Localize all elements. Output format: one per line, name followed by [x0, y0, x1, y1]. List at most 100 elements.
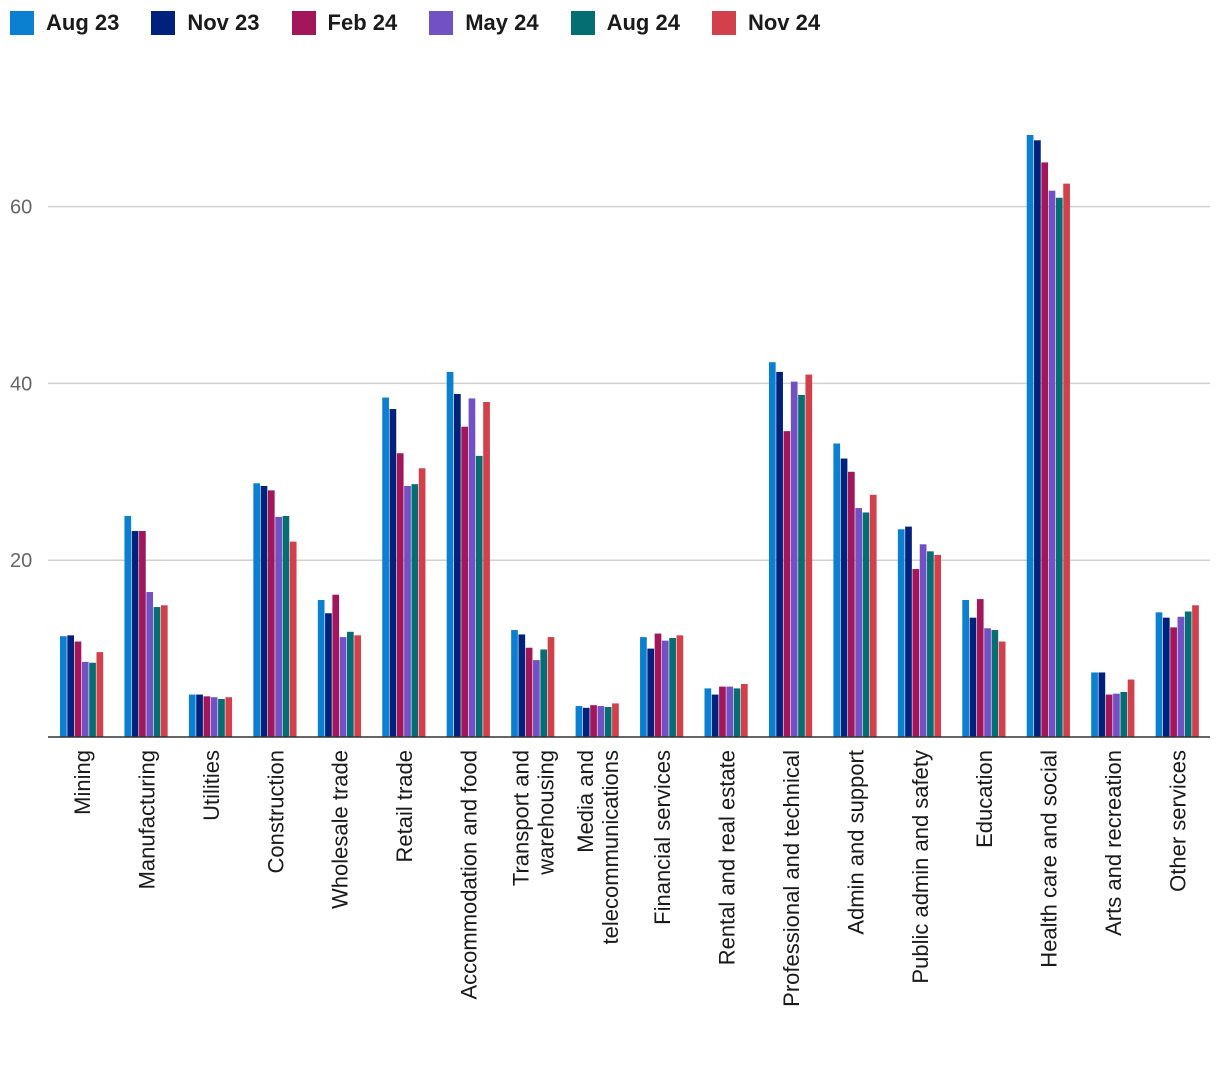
x-category-label: Rental and real estate [714, 750, 739, 965]
bar [582, 707, 590, 737]
y-tick-label: 60 [10, 197, 32, 219]
bar [833, 443, 841, 737]
bar [790, 381, 798, 737]
x-category-label: Financial services [650, 750, 675, 925]
bar [1120, 691, 1128, 737]
legend-swatch [429, 11, 454, 35]
bar [897, 529, 905, 737]
bar [282, 516, 290, 737]
bar [768, 362, 776, 737]
bar [253, 483, 261, 737]
legend-label: Aug 23 [46, 10, 120, 35]
legend-label: May 24 [465, 10, 539, 35]
bar [188, 694, 196, 737]
bar [1055, 197, 1063, 737]
bar [848, 471, 855, 737]
y-tick-label: 20 [10, 550, 32, 572]
bar [160, 605, 168, 737]
bar [726, 686, 734, 737]
x-category-label: telecommunications [598, 750, 623, 944]
bar [1048, 190, 1056, 738]
bar [1192, 605, 1199, 737]
bar [741, 683, 748, 737]
bar [396, 453, 404, 737]
bar [733, 688, 741, 737]
bar [139, 531, 146, 737]
legend-swatch [570, 11, 595, 35]
bar [962, 599, 969, 737]
bar [934, 554, 942, 737]
gridlines: 20 40 60 [10, 197, 1210, 572]
bar [590, 705, 597, 737]
bar [475, 455, 483, 737]
bar [640, 637, 647, 737]
bar [597, 706, 605, 737]
x-category-label: Public admin and safety [908, 750, 933, 984]
bar [483, 401, 490, 737]
x-category-label: warehousing [534, 750, 559, 876]
bars [60, 134, 1199, 738]
bar [96, 652, 104, 737]
bar [540, 649, 548, 737]
legend-item: Feb 24 [291, 10, 397, 36]
bar [976, 599, 984, 737]
bar [1105, 694, 1113, 737]
x-category-label: Utilities [199, 750, 224, 821]
bar [991, 630, 999, 737]
legend-swatch [711, 11, 736, 35]
legend-label: Aug 24 [606, 10, 680, 35]
x-category-label: Education [972, 750, 997, 848]
x-category-label: Manufacturing [134, 750, 159, 889]
legend-item: May 24 [429, 10, 539, 36]
bar [317, 599, 325, 737]
bar [225, 697, 233, 737]
legend: Aug 23 Nov 23 Feb 24 May 24 Aug 24 Nov 24 [10, 8, 852, 38]
bar [325, 613, 332, 737]
bar [89, 662, 96, 737]
legend-item: Aug 24 [570, 10, 680, 36]
bar [518, 634, 526, 737]
bar [676, 635, 684, 737]
bar [131, 531, 139, 737]
bar [783, 431, 791, 737]
bar [218, 698, 225, 737]
bar [1184, 611, 1192, 737]
x-category-label: Arts and recreation [1101, 750, 1126, 936]
bar [203, 696, 211, 737]
bar [998, 641, 1006, 737]
bar [124, 516, 132, 737]
bar [547, 637, 555, 737]
bar [1034, 140, 1041, 738]
x-category-label: Accommodation and food [457, 750, 482, 1000]
legend-item: Nov 23 [151, 10, 260, 36]
bar [1162, 617, 1170, 737]
bar [67, 635, 74, 737]
bar [704, 688, 712, 737]
bar [418, 468, 426, 737]
bar [74, 641, 82, 737]
x-category-label: Transport and [509, 750, 534, 886]
bar [1155, 612, 1163, 737]
bar [612, 703, 619, 737]
bar [267, 490, 275, 737]
x-category-label: Other services [1166, 750, 1191, 892]
bar [461, 426, 468, 737]
bar [446, 371, 454, 737]
bar [1098, 672, 1106, 737]
legend-swatch [291, 11, 316, 35]
bar [719, 686, 726, 737]
bar [927, 551, 934, 737]
legend-swatch [10, 11, 34, 35]
bar [869, 494, 877, 737]
bar [798, 394, 805, 737]
bar [511, 630, 518, 737]
legend-label: Nov 24 [747, 10, 821, 35]
bar [1170, 627, 1177, 737]
bar [81, 661, 89, 737]
bar [919, 544, 927, 737]
bar [984, 628, 991, 737]
bar [332, 594, 340, 737]
bar [339, 637, 347, 737]
bar [862, 512, 870, 737]
